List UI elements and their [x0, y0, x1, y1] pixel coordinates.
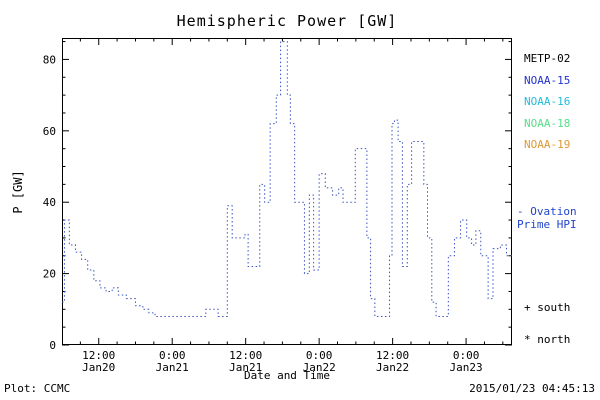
satellite-legend: METP-02 NOAA-15 NOAA-16 NOAA-18 NOAA-19 [524, 48, 570, 156]
y-tick-label: 80 [43, 53, 56, 66]
plot-source: Plot: CCMC [4, 382, 71, 395]
y-tick-label: 40 [43, 196, 56, 209]
plot-timestamp: 2015/01/23 04:45:13 [469, 382, 595, 395]
legend-noaa-16: NOAA-16 [524, 95, 571, 108]
x-tick-date-label: Jan20 [82, 361, 115, 374]
x-tick-time-label: 0:00 [159, 349, 186, 362]
line-style-sample: - [517, 205, 524, 218]
x-tick-date-label: Jan22 [376, 361, 409, 374]
x-tick-date-label: Jan21 [229, 361, 262, 374]
x-tick-date-label: Jan21 [156, 361, 189, 374]
legend-marker-north: * north [524, 333, 571, 346]
y-tick-label: 0 [49, 339, 56, 352]
model-legend-line1: - Ovation [517, 205, 577, 218]
x-axis-label: Date and Time [243, 369, 331, 382]
x-tick-time-label: 12:00 [229, 349, 262, 362]
x-tick-time-label: 0:00 [453, 349, 480, 362]
x-tick-time-label: 0:00 [306, 349, 333, 362]
hpi-step-line [62, 41, 512, 317]
x-tick-date-label: Jan23 [450, 361, 483, 374]
x-tick-date-label: Jan22 [303, 361, 336, 374]
x-tick-time-label: 12:00 [82, 349, 115, 362]
legend-marker-south: + south [524, 301, 571, 314]
plot-border [62, 38, 512, 345]
y-tick-label: 20 [43, 268, 56, 281]
legend-noaa-15: NOAA-15 [524, 73, 571, 87]
model-name-line2: Prime HPI [517, 218, 577, 231]
hemisphere-marker-legend: + south * north [524, 301, 570, 346]
legend-noaa-18: NOAA-18 [524, 116, 571, 130]
legend-noaa-19: NOAA-19 [524, 138, 571, 151]
model-name-line1: Ovation [530, 205, 577, 218]
chart-title: Hemispheric Power [GW] [176, 12, 398, 30]
legend-metp-02: METP-02 [524, 52, 571, 65]
model-legend: - Ovation Prime HPI [517, 205, 577, 231]
x-tick-time-label: 12:00 [376, 349, 409, 362]
y-tick-label: 60 [43, 125, 56, 138]
